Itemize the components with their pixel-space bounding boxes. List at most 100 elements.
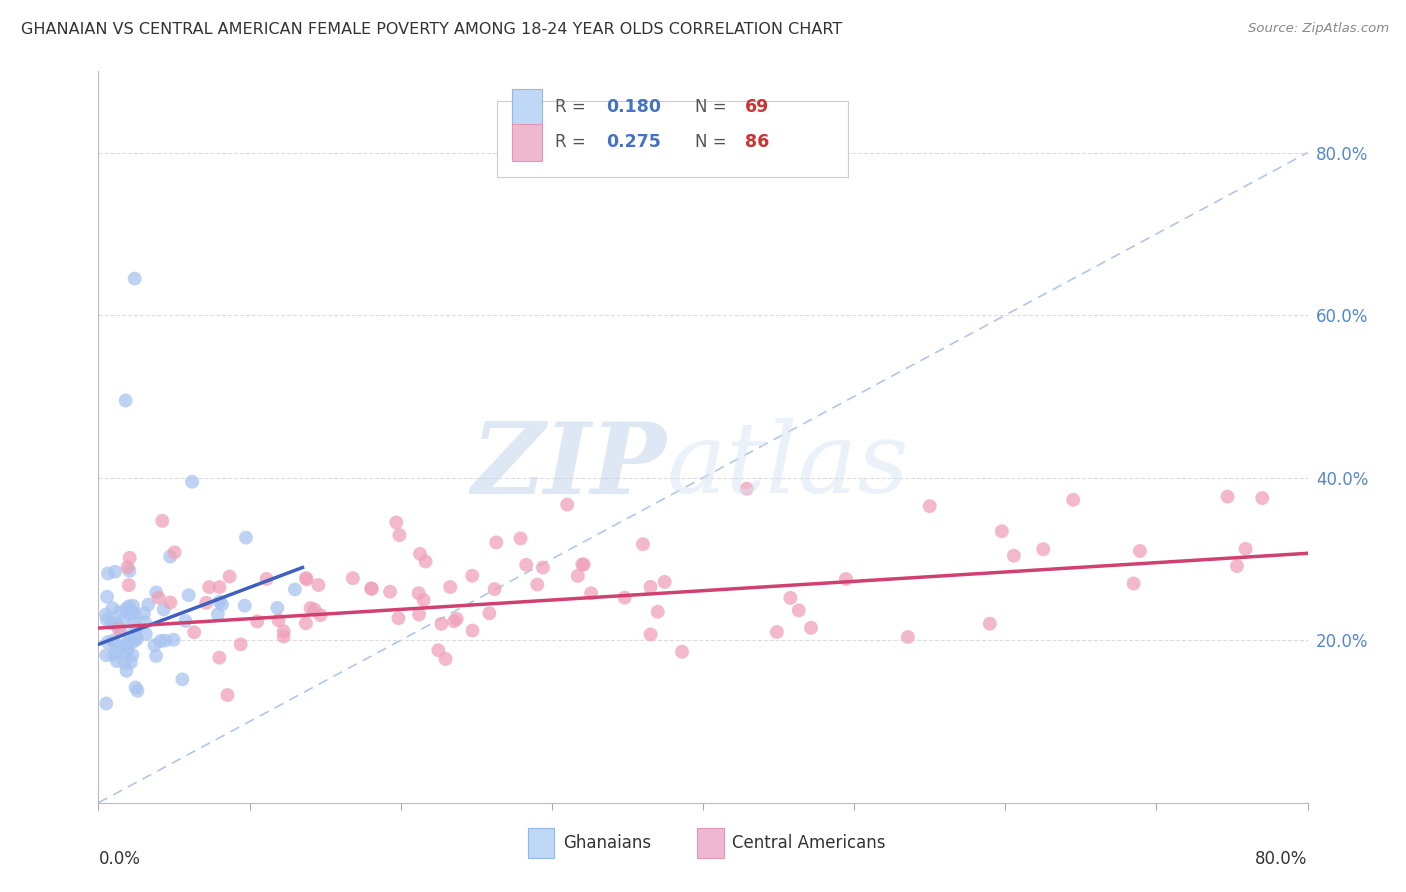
Point — [430, 616, 453, 631]
Point — [295, 573, 318, 587]
Point — [108, 605, 131, 619]
Text: 0.275: 0.275 — [606, 133, 661, 152]
Point — [1032, 542, 1054, 557]
Point — [208, 650, 231, 665]
Point — [434, 652, 457, 666]
Point — [124, 271, 146, 285]
FancyBboxPatch shape — [697, 829, 724, 858]
Point — [103, 648, 125, 662]
Point — [127, 683, 149, 698]
Point — [115, 647, 138, 661]
Point — [121, 648, 143, 662]
Point — [640, 580, 662, 594]
Point — [122, 615, 145, 630]
Point — [134, 615, 156, 630]
Point — [385, 516, 408, 530]
Point — [114, 638, 136, 652]
FancyBboxPatch shape — [512, 88, 543, 125]
Point — [800, 621, 823, 635]
Point — [117, 641, 139, 656]
FancyBboxPatch shape — [512, 124, 543, 161]
Point — [124, 681, 146, 695]
Point — [439, 580, 461, 594]
Point — [211, 598, 233, 612]
Text: R =: R = — [555, 98, 592, 116]
Point — [531, 560, 554, 574]
Point — [208, 580, 231, 594]
Point — [148, 591, 170, 605]
Point — [107, 623, 129, 637]
Point — [918, 499, 941, 513]
Point — [122, 599, 145, 613]
Point — [118, 564, 141, 578]
Point — [159, 549, 181, 564]
Point — [124, 629, 146, 643]
Point — [115, 641, 138, 656]
Point — [163, 545, 186, 559]
Point — [526, 577, 548, 591]
Point — [153, 633, 176, 648]
Point — [235, 531, 257, 545]
Point — [256, 572, 278, 586]
Text: atlas: atlas — [666, 418, 910, 514]
Point — [461, 568, 484, 582]
Point — [1002, 549, 1025, 563]
Point — [897, 630, 920, 644]
Point — [571, 558, 593, 572]
Point — [145, 648, 167, 663]
Point — [118, 635, 141, 649]
Point — [96, 590, 118, 604]
FancyBboxPatch shape — [498, 101, 848, 178]
Point — [415, 554, 437, 568]
Text: ZIP: ZIP — [472, 418, 666, 515]
Text: N =: N = — [695, 98, 731, 116]
Point — [267, 613, 290, 627]
Point — [94, 607, 117, 622]
Text: 69: 69 — [745, 98, 769, 116]
Point — [136, 598, 159, 612]
Point — [360, 581, 382, 595]
Point — [555, 498, 578, 512]
Point — [115, 664, 138, 678]
Point — [446, 612, 468, 626]
Point — [114, 393, 136, 408]
Point — [115, 602, 138, 616]
Point — [114, 656, 136, 670]
Point — [979, 616, 1001, 631]
Point — [132, 607, 155, 621]
Point — [110, 624, 132, 638]
Point — [412, 593, 434, 607]
Text: Source: ZipAtlas.com: Source: ZipAtlas.com — [1249, 22, 1389, 36]
Point — [309, 608, 332, 623]
Point — [1251, 491, 1274, 505]
Point — [217, 688, 239, 702]
FancyBboxPatch shape — [527, 829, 554, 858]
Point — [766, 624, 789, 639]
Point — [218, 569, 240, 583]
Text: R =: R = — [555, 133, 592, 152]
Point — [104, 637, 127, 651]
Point — [409, 547, 432, 561]
Text: 86: 86 — [745, 133, 769, 152]
Point — [787, 603, 810, 617]
Point — [96, 613, 118, 627]
Point — [284, 582, 307, 597]
Text: GHANAIAN VS CENTRAL AMERICAN FEMALE POVERTY AMONG 18-24 YEAR OLDS CORRELATION CH: GHANAIAN VS CENTRAL AMERICAN FEMALE POVE… — [21, 22, 842, 37]
Point — [105, 654, 128, 668]
Point — [735, 482, 758, 496]
Text: 80.0%: 80.0% — [1256, 850, 1308, 868]
Point — [443, 614, 465, 628]
Point — [408, 586, 430, 600]
Point — [613, 591, 636, 605]
Point — [671, 645, 693, 659]
Point — [654, 574, 676, 589]
Text: Central Americans: Central Americans — [733, 834, 886, 852]
Point — [515, 558, 537, 572]
Point — [360, 582, 382, 596]
Text: N =: N = — [695, 133, 731, 152]
Point — [991, 524, 1014, 539]
Point — [388, 528, 411, 542]
Point — [96, 697, 118, 711]
Point — [572, 558, 595, 572]
Point — [97, 566, 120, 581]
